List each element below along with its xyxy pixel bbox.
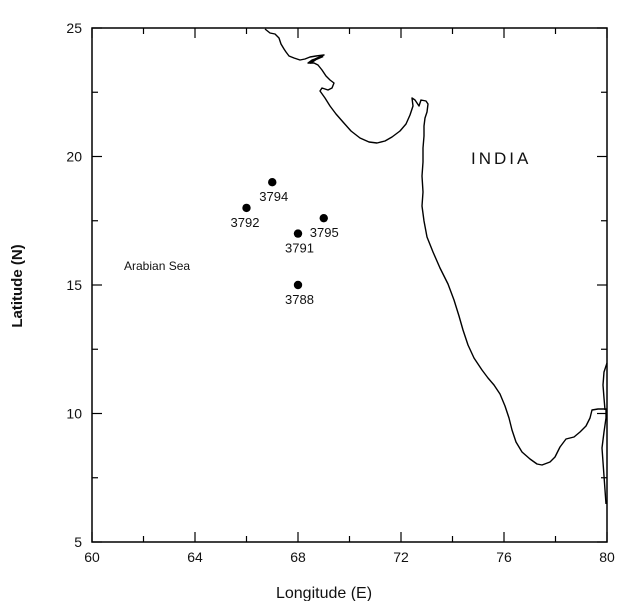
station-label-3792: 3792 [231, 215, 260, 230]
x-tick-label: 72 [393, 549, 409, 565]
place-country-label: INDIA [471, 149, 531, 168]
y-tick-label: 20 [66, 149, 82, 165]
x-tick-label: 60 [84, 549, 100, 565]
y-tick-label: 25 [66, 20, 82, 36]
x-axis-title: Longitude (E) [276, 585, 372, 601]
coastline [264, 28, 607, 505]
x-tick-label: 80 [599, 549, 615, 565]
y-tick-label: 10 [66, 406, 82, 422]
station-marker-3794 [268, 178, 277, 187]
coastline-inlet [309, 54, 324, 64]
x-tick-label: 76 [496, 549, 512, 565]
station-label-3791: 3791 [285, 241, 314, 256]
axis-ticks: 60 64 68 72 76 80 5 10 15 20 25 [66, 20, 615, 565]
y-axis-title: Latitude (N) [9, 244, 26, 327]
y-tick-label: 15 [66, 277, 82, 293]
y-tick-label: 5 [74, 534, 82, 550]
station-label-3795: 3795 [310, 225, 339, 240]
station-label-3788: 3788 [285, 292, 314, 307]
x-tick-label: 64 [187, 549, 203, 565]
station-marker-3788 [293, 280, 303, 290]
place-sea-label: Arabian Sea [124, 259, 190, 273]
plot-frame [91, 27, 608, 543]
x-tick-label: 68 [290, 549, 306, 565]
station-marker-3791 [293, 229, 303, 238]
station-marker-3795 [319, 213, 328, 223]
coastline-east-edge [602, 362, 608, 411]
station-label-3794: 3794 [259, 189, 288, 204]
station-marker-3792 [242, 203, 251, 213]
